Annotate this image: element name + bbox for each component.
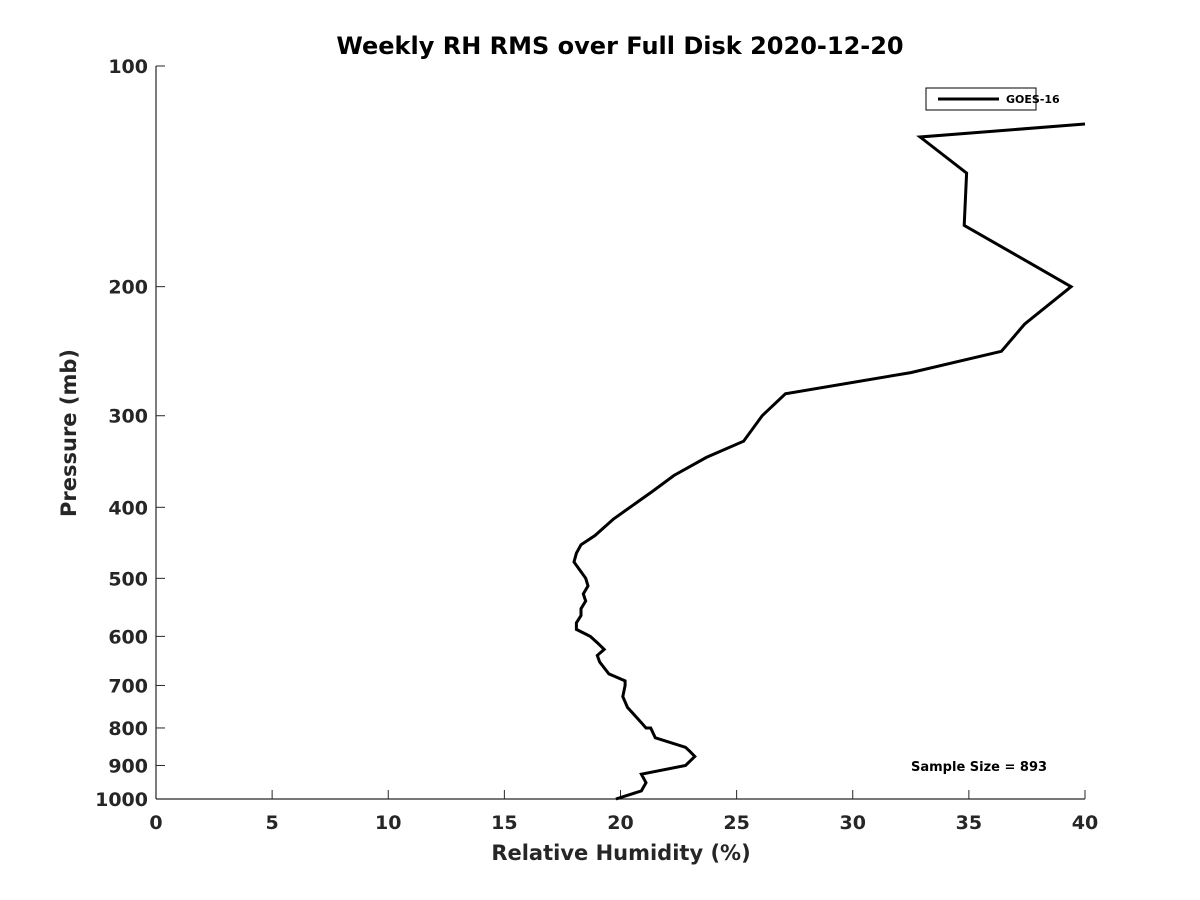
x-tick-label: 15 bbox=[491, 812, 517, 834]
y-tick-label: 1000 bbox=[95, 789, 148, 811]
x-tick-label: 25 bbox=[723, 812, 749, 834]
chart-title: Weekly RH RMS over Full Disk 2020-12-20 bbox=[336, 32, 903, 60]
x-tick-label: 35 bbox=[956, 812, 982, 834]
y-tick-label: 600 bbox=[108, 626, 148, 648]
y-axis-title: Pressure (mb) bbox=[57, 349, 81, 517]
y-tick-label: 200 bbox=[108, 277, 148, 299]
x-axis-title: Relative Humidity (%) bbox=[491, 841, 750, 865]
y-tick-label: 800 bbox=[108, 718, 148, 740]
y-tick-label: 500 bbox=[108, 568, 148, 590]
x-tick-label: 30 bbox=[840, 812, 866, 834]
x-tick-label: 0 bbox=[149, 812, 162, 834]
x-tick-label: 5 bbox=[266, 812, 279, 834]
series-line-0 bbox=[572, 122, 1086, 801]
y-tick-label: 900 bbox=[108, 755, 148, 777]
y-tick-label: 300 bbox=[108, 406, 148, 428]
sample-size-annotation: Sample Size = 893 bbox=[911, 760, 1047, 775]
series-layer bbox=[572, 122, 1086, 801]
y-tick-label: 100 bbox=[108, 56, 148, 78]
y-tick-label: 400 bbox=[108, 497, 148, 519]
axes: 0 5 10 15 20 25 30 35 40 100 200 300 400 500 600 700 800… bbox=[95, 56, 1098, 834]
legend: GOES-16 bbox=[925, 87, 1060, 111]
x-tick-label: 10 bbox=[375, 812, 401, 834]
y-tick-label: 700 bbox=[108, 675, 148, 697]
x-tick-label: 40 bbox=[1072, 812, 1098, 834]
legend-label-goes-16: GOES-16 bbox=[1006, 93, 1060, 106]
x-tick-label: 20 bbox=[607, 812, 633, 834]
